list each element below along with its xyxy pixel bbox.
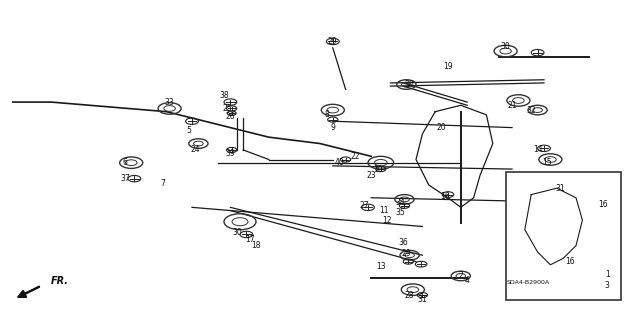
Text: 4: 4 — [465, 276, 470, 285]
Text: 28: 28 — [405, 291, 414, 300]
Text: 23: 23 — [366, 171, 376, 180]
Text: 37: 37 — [120, 174, 130, 183]
Text: 33: 33 — [164, 98, 175, 107]
Text: 30: 30 — [232, 228, 242, 237]
Text: 13: 13 — [376, 262, 386, 271]
Text: 10: 10 — [372, 165, 383, 174]
Text: 26: 26 — [225, 112, 236, 121]
Text: FR.: FR. — [51, 276, 69, 286]
Text: 35: 35 — [395, 208, 405, 217]
Text: 22: 22 — [351, 152, 360, 161]
Text: 21: 21 — [508, 101, 516, 110]
Text: 32: 32 — [526, 106, 536, 115]
Text: 34: 34 — [395, 198, 405, 207]
Text: 16: 16 — [440, 192, 450, 201]
Text: 39: 39 — [225, 149, 236, 158]
Text: 7: 7 — [161, 179, 166, 188]
Text: 38: 38 — [219, 91, 229, 100]
Text: 31: 31 — [555, 184, 565, 193]
Text: 31: 31 — [417, 295, 428, 304]
Text: 1: 1 — [605, 270, 609, 279]
Bar — [506, 172, 621, 300]
Text: 30: 30 — [404, 80, 415, 89]
Text: 14: 14 — [532, 145, 543, 154]
Text: 27: 27 — [360, 201, 370, 210]
Text: 17: 17 — [244, 235, 255, 244]
Text: 36: 36 — [398, 238, 408, 247]
Text: 29: 29 — [401, 249, 412, 258]
Text: 9: 9 — [330, 123, 335, 132]
Text: 3: 3 — [605, 281, 610, 290]
Text: 30: 30 — [500, 42, 511, 51]
Text: 8: 8 — [324, 110, 329, 119]
Text: 5: 5 — [186, 126, 191, 135]
Text: SDA4-B2900A: SDA4-B2900A — [507, 280, 550, 285]
Text: 40: 40 — [334, 158, 344, 167]
Text: 24: 24 — [190, 145, 200, 154]
Text: 20: 20 — [436, 123, 447, 132]
Text: 25: 25 — [222, 104, 232, 113]
Text: 12: 12 — [383, 216, 392, 225]
Text: 18: 18 — [252, 241, 260, 250]
Text: 16: 16 — [565, 257, 575, 266]
Text: 2: 2 — [458, 271, 463, 280]
Text: 16: 16 — [598, 200, 608, 209]
Text: 11: 11 — [380, 206, 388, 215]
Text: 19: 19 — [443, 63, 453, 71]
Text: 29: 29 — [328, 37, 338, 46]
Text: 6: 6 — [122, 158, 127, 167]
Text: 15: 15 — [542, 158, 552, 167]
